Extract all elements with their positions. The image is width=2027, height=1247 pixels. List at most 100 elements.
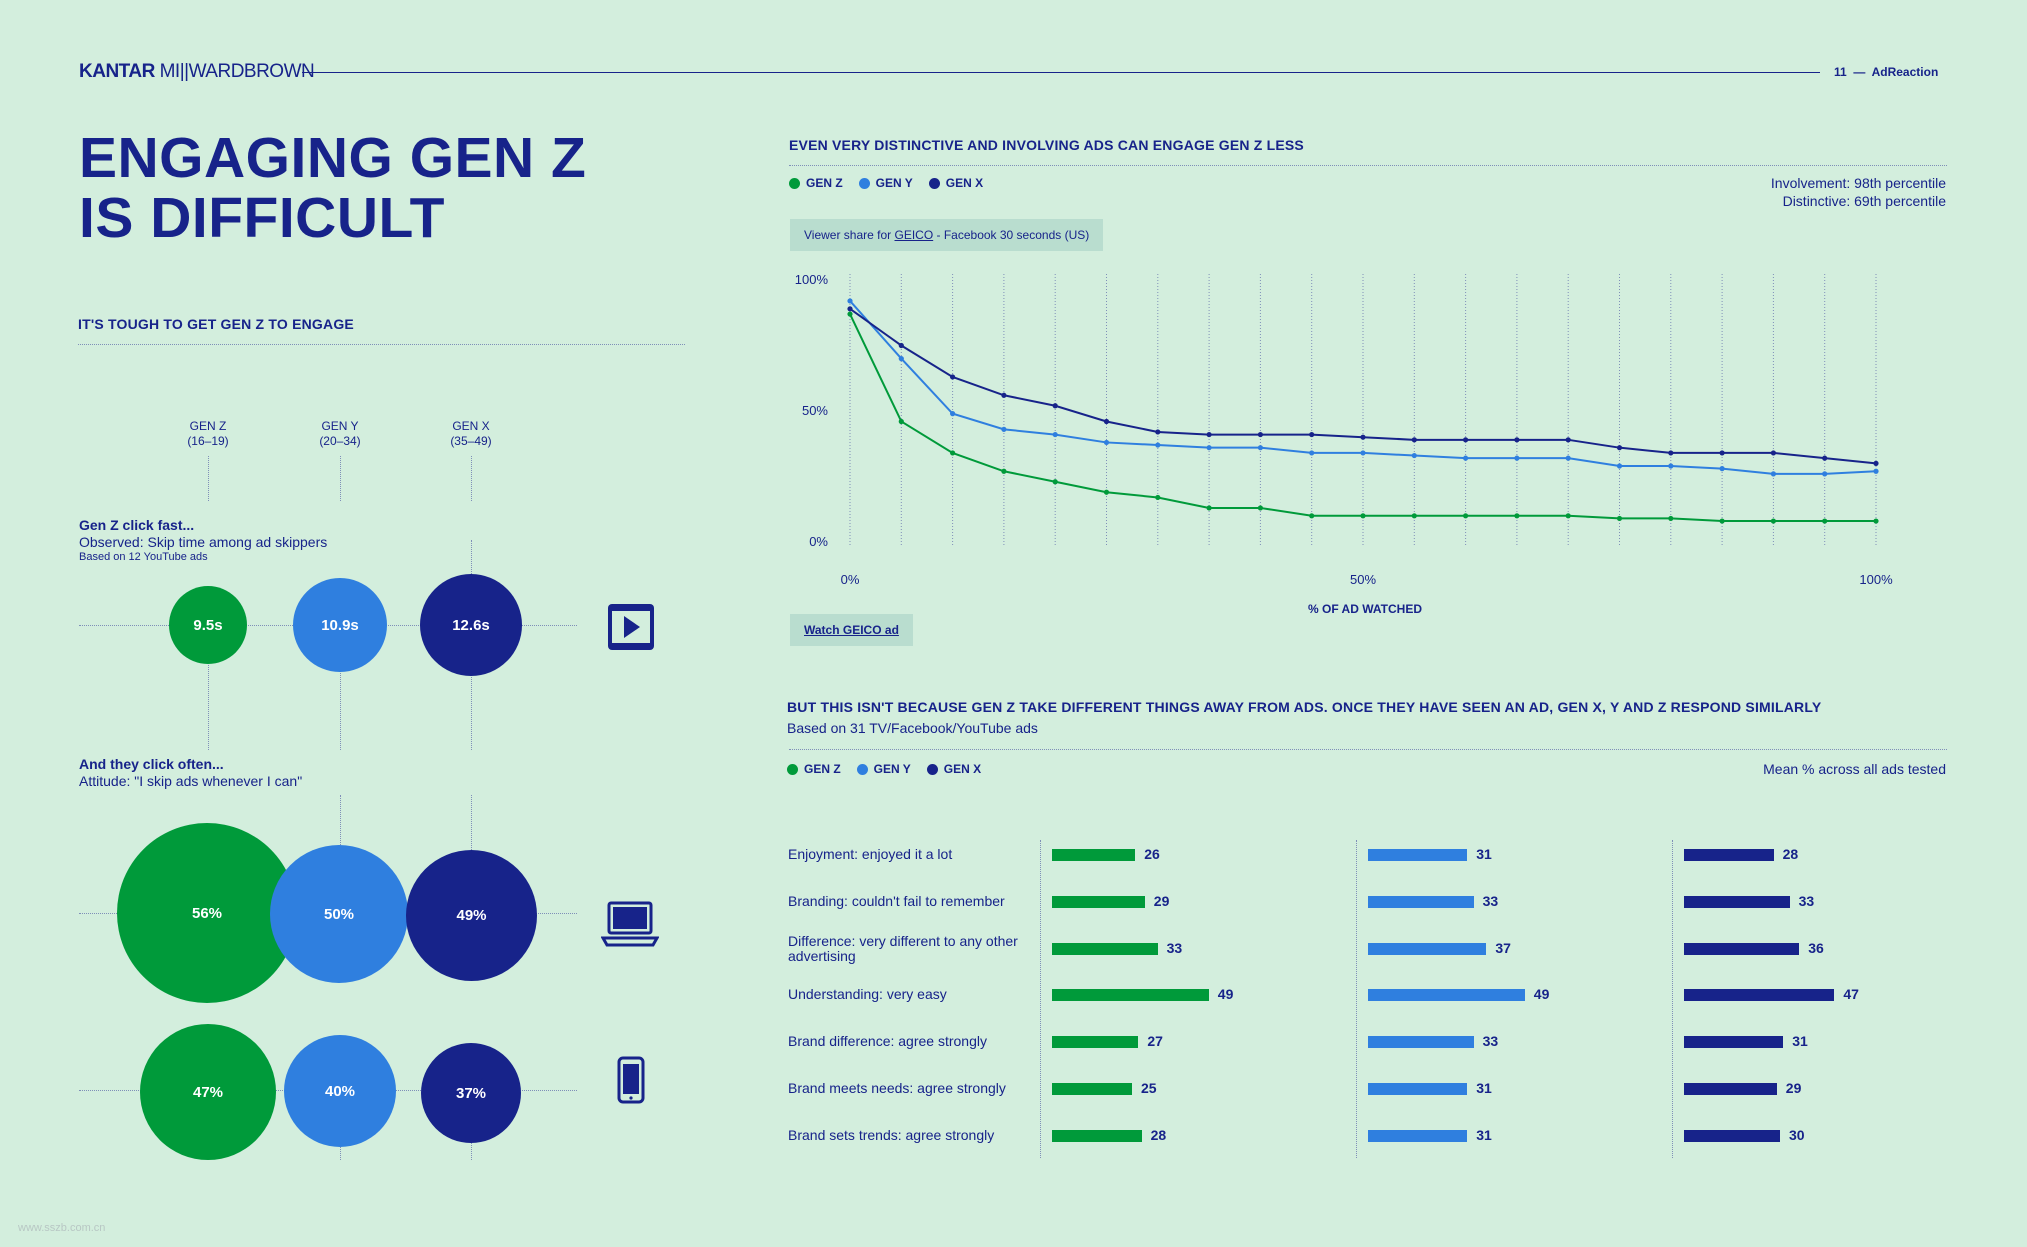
- point-gen-z-6: [1155, 494, 1161, 501]
- point-gen-x-11: [1411, 437, 1417, 443]
- legend-label-gen-x: GEN X: [945, 176, 984, 190]
- legend-item-gen-z: GEN Z: [789, 176, 843, 190]
- point-gen-y-3: [1001, 426, 1007, 432]
- click-fast-sub: Observed: Skip time among ad skippers: [79, 534, 328, 550]
- bar-value-gen-y-1: 33: [1482, 893, 1499, 909]
- point-gen-z-14: [1565, 513, 1571, 519]
- point-gen-y-14: [1565, 455, 1571, 461]
- brand-logo: KANTAR MI||WARDBROWN: [79, 61, 315, 83]
- bar-panel-separator-2: [1672, 840, 1673, 1158]
- bar-row-label-5: Brand meets needs: agree strongly: [788, 1080, 1006, 1096]
- bar-gen-z-3: [1052, 989, 1209, 1001]
- bubble-skip-gen-x: 12.6s: [420, 574, 522, 676]
- gen-y-guide-2: [340, 670, 341, 750]
- bar-gen-y-6: [1368, 1130, 1468, 1142]
- point-gen-z-2: [950, 450, 956, 456]
- x-tick-label-1: 50%: [1350, 572, 1376, 587]
- line-chart-y-ticks: 100% 50% 0%: [795, 272, 829, 549]
- page-title: ENGAGING GEN Z IS DIFFICULT: [79, 128, 586, 248]
- bar-value-gen-y-0: 31: [1476, 846, 1492, 862]
- point-gen-y-12: [1463, 455, 1469, 461]
- point-gen-z-3: [1001, 468, 1007, 474]
- bar-row-label-2: Difference: very different to any other …: [788, 933, 1018, 964]
- bar-legend-label-gen-y: GEN Y: [873, 762, 911, 776]
- bar-gen-z-6: [1052, 1130, 1142, 1142]
- bar-value-gen-x-0: 28: [1782, 846, 1799, 862]
- bar-value-gen-y-4: 33: [1482, 1033, 1499, 1049]
- distinctive-note: Distinctive: 69th percentile: [1782, 193, 1946, 209]
- point-gen-x-12: [1463, 437, 1469, 443]
- point-gen-x-10: [1360, 434, 1366, 440]
- point-gen-x-19: [1822, 455, 1828, 461]
- bar-gen-y-4: [1368, 1036, 1474, 1048]
- bar-value-gen-x-2: 36: [1808, 940, 1824, 956]
- gen-x-guide-1: [471, 456, 472, 501]
- bar-gen-z-1: [1052, 896, 1145, 908]
- point-gen-y-6: [1155, 442, 1161, 448]
- bubble-laptop-gen-x: 49%: [406, 850, 537, 981]
- point-gen-y-5: [1103, 439, 1110, 446]
- point-gen-x-9: [1309, 431, 1315, 438]
- bar-gen-y-3: [1368, 989, 1525, 1001]
- point-gen-x-3: [1001, 392, 1007, 398]
- page-title-line1: ENGAGING GEN Z: [79, 126, 587, 190]
- point-gen-x-16: [1668, 450, 1674, 456]
- bar-chart-title-rule: [789, 749, 1947, 750]
- point-gen-x-8: [1257, 431, 1263, 438]
- bar-gen-y-5: [1368, 1083, 1468, 1095]
- bubble-mobile-gen-y: 40%: [284, 1035, 396, 1147]
- bar-row-label-1: Branding: couldn't fail to remember: [788, 893, 1005, 909]
- gen-z-guide-1: [208, 456, 209, 501]
- gen-y-guide-4: [340, 1145, 341, 1160]
- series-line-gen-x: [849, 308, 1877, 465]
- geico-link[interactable]: GEICO: [894, 228, 934, 242]
- bar-legend-item-gen-x: GEN X: [926, 762, 981, 776]
- watch-ad-link[interactable]: Watch GEICO ad: [804, 623, 899, 637]
- bar-legend-label-gen-z: GEN Z: [804, 762, 841, 776]
- point-gen-y-8: [1257, 445, 1263, 451]
- bubble-skip-gen-z: 9.5s: [169, 586, 247, 664]
- bar-row-label-0: Enjoyment: enjoyed it a lot: [788, 846, 953, 862]
- gen-z-ages: (16–19): [187, 434, 229, 448]
- point-gen-z-17: [1719, 518, 1725, 524]
- bar-panel-separator-1: [1356, 840, 1357, 1158]
- bar-gen-y-2: [1368, 943, 1487, 955]
- bar-chart-note: Mean % across all ads tested: [1763, 761, 1946, 777]
- gen-x-ages: (35–49): [450, 434, 492, 448]
- bar-gen-x-0: [1684, 849, 1774, 861]
- point-gen-y-20: [1873, 468, 1879, 474]
- y-tick-label-2: 0%: [809, 534, 828, 549]
- line-chart-subtitle: Viewer share for GEICO - Facebook 30 sec…: [790, 219, 1104, 251]
- point-gen-x-6: [1155, 429, 1161, 435]
- brand-bold: KANTAR: [79, 61, 155, 82]
- line-chart-x-label: % OF AD WATCHED: [1308, 602, 1422, 616]
- bar-chart-subtitle: Based on 31 TV/Facebook/YouTube ads: [787, 720, 1038, 736]
- gen-z-name: GEN Z: [189, 419, 227, 433]
- laptop-icon: [600, 900, 660, 953]
- bar-row-label-6: Brand sets trends: agree strongly: [788, 1127, 995, 1143]
- point-gen-y-2: [950, 411, 956, 417]
- bar-value-gen-x-6: 30: [1789, 1127, 1805, 1143]
- bar-value-gen-z-0: 26: [1144, 846, 1160, 862]
- point-gen-z-12: [1463, 513, 1469, 519]
- bar-value-gen-x-1: 33: [1798, 893, 1815, 909]
- bar-gen-y-0: [1368, 849, 1468, 861]
- bar-value-gen-z-5: 25: [1141, 1080, 1157, 1096]
- bar-value-gen-y-2: 37: [1495, 940, 1511, 956]
- point-gen-z-13: [1514, 513, 1520, 519]
- legend-swatch-gen-z: [789, 177, 800, 189]
- watermark: www.sszb.com.cn: [18, 1222, 106, 1234]
- bar-gen-x-3: [1684, 989, 1835, 1001]
- point-gen-y-19: [1822, 471, 1828, 477]
- bar-value-gen-z-6: 28: [1150, 1127, 1167, 1143]
- point-gen-y-0: [847, 298, 853, 304]
- line-chart-annotations: Involvement: 98th percentile Distinctive…: [1771, 174, 1946, 210]
- bar-row-label-4: Brand difference: agree strongly: [788, 1033, 987, 1049]
- video-play-icon: [607, 603, 655, 656]
- section-name: AdReaction: [1871, 65, 1939, 79]
- watch-ad-button[interactable]: Watch GEICO ad: [790, 614, 913, 646]
- point-gen-z-1: [898, 418, 904, 425]
- gen-z-guide-2: [208, 665, 209, 750]
- bar-value-gen-z-2: 33: [1166, 940, 1183, 956]
- bar-legend-swatch-gen-x: [926, 763, 938, 775]
